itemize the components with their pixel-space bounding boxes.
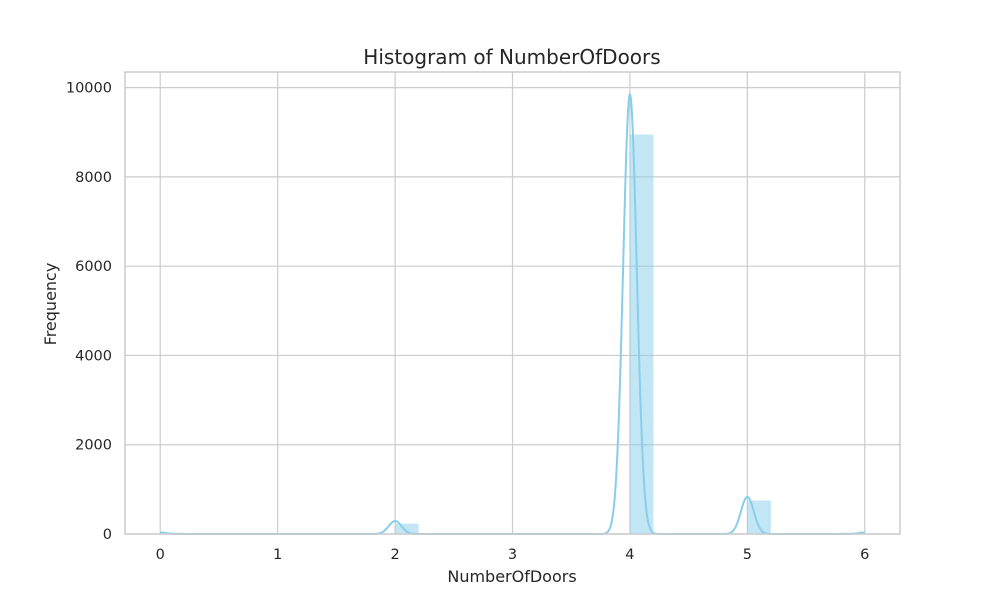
x-tick-1: 1 [273, 547, 282, 563]
x-tick-6: 6 [860, 547, 869, 563]
x-tick-labels: 0 1 2 3 4 5 6 [156, 547, 870, 563]
grid-layer [125, 72, 900, 535]
histogram-bar-2 [629, 134, 654, 535]
y-tick-0: 0 [103, 527, 112, 543]
y-tick-6000: 6000 [75, 259, 112, 275]
y-tick-8000: 8000 [75, 170, 112, 186]
x-tick-5: 5 [743, 547, 752, 563]
x-tick-4: 4 [625, 547, 634, 563]
x-tick-0: 0 [156, 547, 165, 563]
y-tick-4000: 4000 [75, 348, 112, 364]
x-axis-label: NumberOfDoors [447, 567, 576, 586]
x-tick-3: 3 [508, 547, 517, 563]
chart-title: Histogram of NumberOfDoors [363, 45, 660, 69]
y-axis-label: Frequency [41, 263, 60, 346]
histogram-bar-1 [395, 523, 419, 534]
plot-frame [124, 71, 901, 535]
x-tick-2: 2 [390, 547, 399, 563]
y-tick-2000: 2000 [75, 438, 112, 454]
y-tick-labels: 0 2000 4000 6000 8000 10000 [66, 81, 112, 543]
y-tick-10000: 10000 [66, 81, 112, 97]
